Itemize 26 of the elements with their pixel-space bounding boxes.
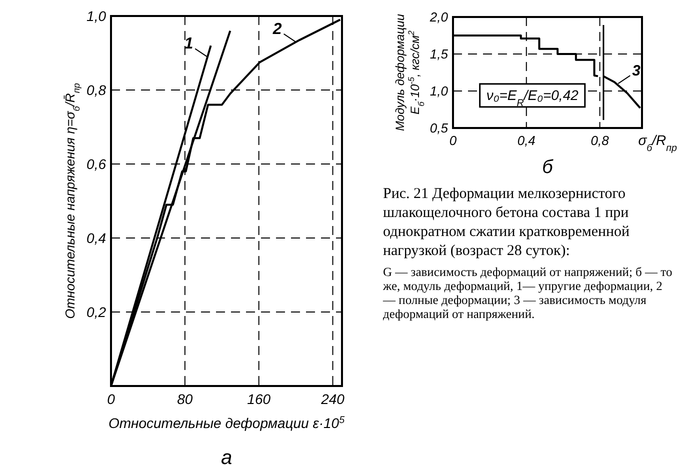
y-tick-label: 1,0 — [86, 8, 106, 24]
x-axis-title: Относительные деформации ε·10$^{5}$ — [108, 414, 346, 431]
y-tick-label: 0,5 — [430, 120, 449, 136]
y-tick-label: 1,0 — [430, 84, 449, 99]
x-axis-title: σ$_{б}$/R$_{пр}$ — [638, 132, 678, 154]
x-tick-label: 240 — [320, 391, 345, 407]
annotation: ν₀=E$_{R}$/E₀=0,42 — [486, 86, 579, 108]
y-tick-label: 1,5 — [430, 46, 449, 62]
x-tick-label: 80 — [177, 391, 193, 407]
y-tick-label: 0,8 — [86, 82, 106, 98]
x-tick-label: 0 — [107, 391, 116, 407]
text: Рис. 21 Деформации мелкозернистого шлакощелочного бетона состава 1 при однократном сжатии кратковременной нагрузкой (возраст 28 суток): — [383, 186, 630, 259]
x-tick-label: 160 — [247, 391, 271, 407]
x-tick-label: 0,8 — [590, 133, 610, 148]
annotation: 1 — [184, 36, 194, 53]
text: б — [542, 157, 554, 178]
y-tick-label: 2,0 — [428, 10, 449, 25]
y-tick-label: 0,6 — [86, 156, 106, 172]
x-tick-label: 0 — [449, 133, 458, 148]
y-tick-label: 0,4 — [86, 230, 106, 246]
y-tick-label: 0,2 — [86, 304, 106, 320]
text: а — [220, 447, 232, 465]
annotation: 3 — [632, 62, 642, 80]
text: G — зависимость деформаций от напряжений; б — то же, модуль деформаций, 1— упругие деформации, 2 — полные деформации; 3 — зависимость модуля деформаций от напряжений. — [382, 265, 672, 321]
x-tick-label: 0,4 — [517, 133, 536, 148]
annotation: 2 — [272, 20, 282, 38]
